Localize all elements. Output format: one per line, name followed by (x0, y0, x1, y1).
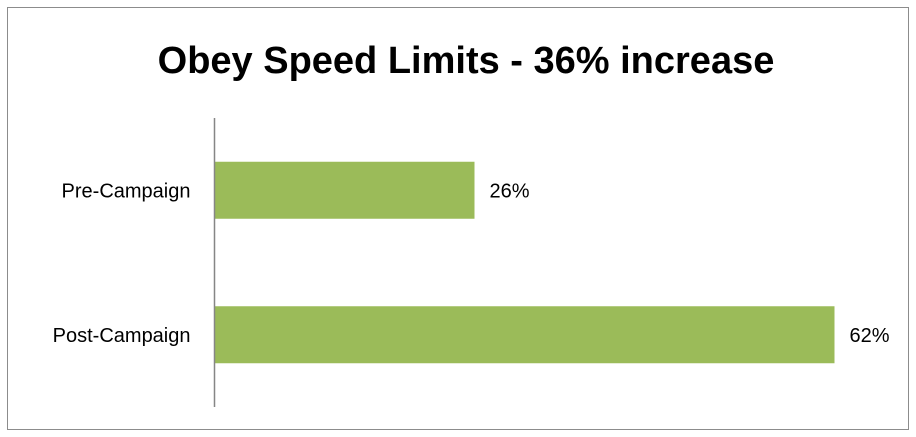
category-label: Post-Campaign (53, 325, 191, 347)
category-labels: Pre-Campaign Post-Campaign (53, 180, 191, 347)
data-label: 62% (850, 325, 890, 347)
data-label: 26% (490, 180, 530, 202)
category-label: Pre-Campaign (62, 180, 191, 202)
chart-title: Obey Speed Limits - 36% increase (158, 40, 775, 82)
data-labels: 26% 62% (490, 180, 890, 347)
bar-post-campaign (214, 306, 835, 364)
bars-layer (214, 161, 835, 364)
bar-pre-campaign (214, 161, 475, 219)
